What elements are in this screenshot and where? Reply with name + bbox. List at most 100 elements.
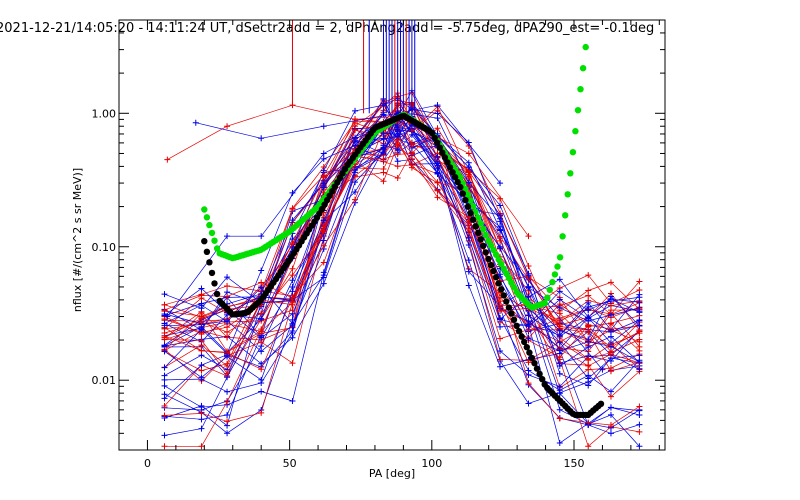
black-fit-point (439, 149, 446, 156)
black-fit-point (485, 255, 492, 263)
profile-marker (198, 416, 205, 423)
profile-marker (497, 323, 504, 330)
profile-marker (224, 274, 231, 281)
profile-marker (258, 334, 265, 341)
black-fit-point (531, 360, 538, 367)
black-fit-point (505, 304, 513, 311)
profile-marker (289, 277, 296, 284)
green-fit-point (503, 270, 510, 277)
profile-marker (198, 425, 205, 432)
profile-marker (434, 154, 441, 161)
profile-line (164, 127, 640, 322)
profile-marker (525, 263, 532, 270)
fit-layer (201, 43, 605, 419)
black-fit-point (462, 196, 469, 204)
profile-marker (465, 268, 472, 275)
profile-marker (497, 335, 504, 342)
profile-marker (465, 164, 472, 171)
green-fit-point (485, 237, 492, 244)
y-axis: 0.01 0.10 1.00 (92, 19, 665, 451)
profile-marker (556, 333, 563, 340)
profile-marker (224, 353, 231, 360)
profile-marker (636, 322, 643, 329)
black-fit-point (457, 183, 464, 191)
profile-line (164, 130, 640, 312)
black-fit-point (480, 242, 487, 250)
black-fit-point (201, 238, 208, 245)
profile-marker (636, 278, 643, 285)
black-fit-point (441, 154, 449, 161)
green-fit-point (510, 284, 518, 291)
profile-marker (556, 354, 563, 361)
profile-marker (320, 180, 327, 187)
green-fit-point (475, 214, 482, 221)
green-fit-point (490, 246, 497, 254)
black-fit-point (490, 267, 497, 275)
black-fit-point (444, 159, 451, 166)
profile-marker (408, 162, 415, 169)
x-tick-label: 150 (564, 457, 585, 470)
profile-marker (585, 327, 592, 334)
profile-marker (607, 343, 614, 350)
profile-marker (198, 443, 205, 450)
profile-line (164, 98, 640, 343)
black-fit-point (503, 298, 510, 305)
profile-line (164, 152, 640, 322)
profile-marker (224, 233, 231, 240)
profile-marker (320, 259, 327, 266)
green-fit-point (549, 278, 556, 286)
profile-marker (198, 302, 205, 309)
profile-marker (161, 443, 168, 450)
profile-marker (434, 187, 441, 194)
profile-marker (607, 312, 614, 319)
profile-marker (556, 304, 563, 311)
green-fit-point (211, 237, 218, 244)
green-fit-point (492, 251, 500, 258)
profile-marker (161, 382, 168, 389)
profile-marker (198, 410, 205, 417)
profile-marker (258, 135, 265, 142)
profile-marker (161, 329, 168, 336)
profile-marker (320, 272, 327, 279)
profile-marker (224, 430, 231, 437)
profile-line (164, 92, 640, 343)
profile-marker (320, 155, 327, 162)
profile-marker (636, 316, 643, 323)
profile-marker (394, 122, 401, 129)
profile-marker (198, 347, 205, 354)
profile-marker (394, 158, 401, 165)
profile-marker (525, 284, 532, 291)
black-fit-point (495, 280, 502, 287)
profile-marker (352, 139, 359, 146)
profile-marker (585, 314, 592, 321)
profile-marker (465, 242, 472, 249)
profile-marker (497, 315, 504, 322)
profile-marker (198, 374, 205, 381)
profile-line (164, 125, 640, 381)
green-fit-point (554, 263, 561, 270)
profile-marker (525, 400, 532, 407)
profile-marker (497, 271, 504, 278)
profile-marker (465, 150, 472, 157)
profile-line (164, 120, 640, 333)
profile-marker (585, 292, 592, 299)
profile-marker (161, 395, 168, 402)
black-fit-point (436, 144, 443, 151)
profile-marker (164, 156, 171, 163)
profile-marker (289, 206, 296, 213)
green-fit-point (203, 214, 211, 221)
profile-line (164, 115, 640, 320)
profile-marker (636, 347, 643, 354)
profile-marker (636, 359, 643, 366)
green-fit-point (541, 299, 548, 307)
profile-marker (289, 217, 296, 224)
profile-marker (607, 333, 614, 340)
profile-marker (585, 419, 592, 426)
profile-marker (224, 334, 231, 341)
profile-marker (434, 179, 441, 186)
profile-marker (320, 228, 327, 235)
green-fit-point (582, 43, 589, 51)
profile-marker (408, 150, 415, 157)
profile-marker (585, 338, 592, 345)
profile-marker (161, 412, 168, 419)
